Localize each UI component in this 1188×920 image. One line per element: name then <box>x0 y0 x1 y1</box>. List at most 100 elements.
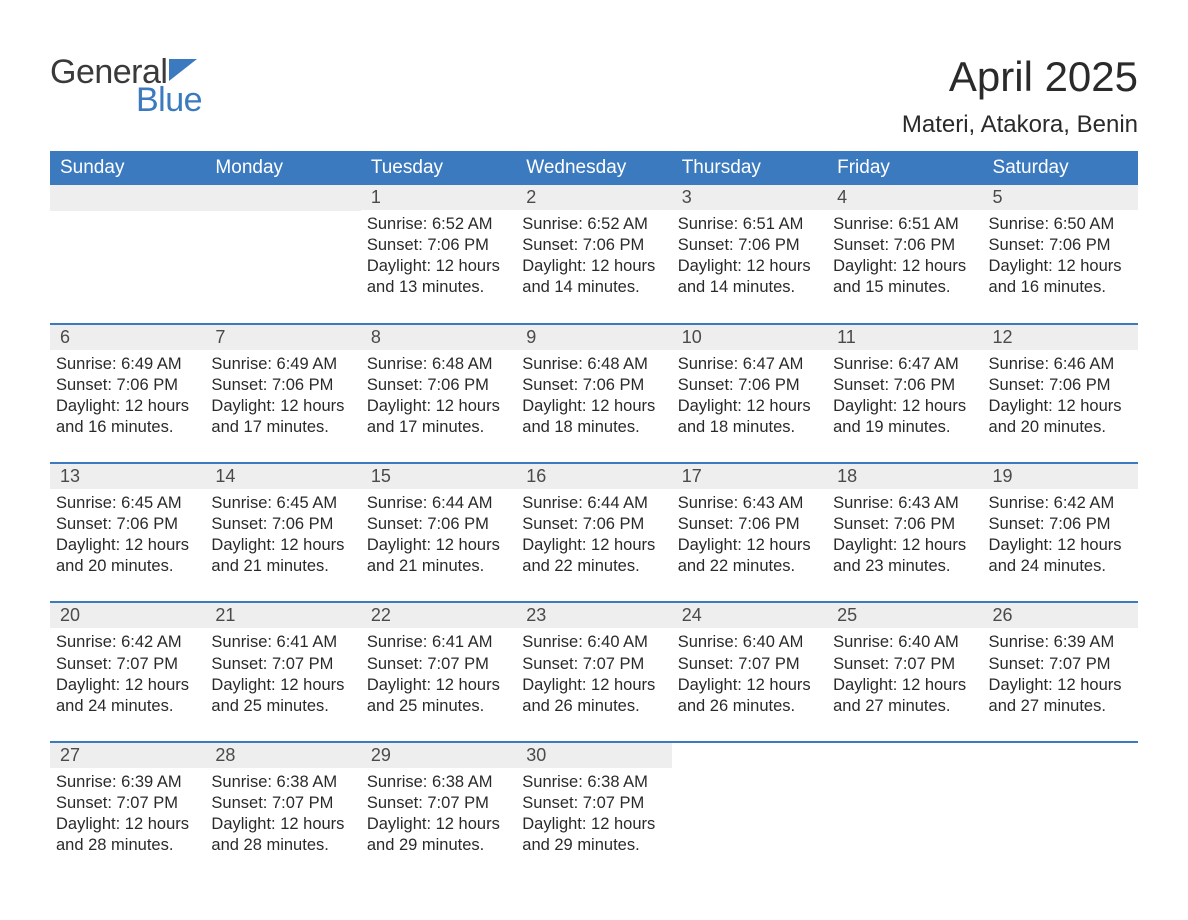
sunset-line: Sunset: 7:07 PM <box>211 654 354 675</box>
day-cell: 1Sunrise: 6:52 AMSunset: 7:06 PMDaylight… <box>361 185 516 323</box>
daylight-line: Daylight: 12 hours and 26 minutes. <box>678 675 821 717</box>
day-details: Sunrise: 6:44 AMSunset: 7:06 PMDaylight:… <box>522 493 665 577</box>
week-row: 27Sunrise: 6:39 AMSunset: 7:07 PMDayligh… <box>50 742 1138 880</box>
day-number: 5 <box>983 185 1138 210</box>
daylight-line: Daylight: 12 hours and 16 minutes. <box>56 396 199 438</box>
day-cell: 30Sunrise: 6:38 AMSunset: 7:07 PMDayligh… <box>516 742 671 880</box>
day-number: 3 <box>672 185 827 210</box>
day-number: 9 <box>516 325 671 350</box>
calendar-table: SundayMondayTuesdayWednesdayThursdayFrid… <box>50 151 1138 880</box>
sunset-line: Sunset: 7:07 PM <box>522 654 665 675</box>
day-number: 8 <box>361 325 516 350</box>
day-details: Sunrise: 6:45 AMSunset: 7:06 PMDaylight:… <box>56 493 199 577</box>
sunrise-line: Sunrise: 6:45 AM <box>211 493 354 514</box>
sunrise-line: Sunrise: 6:43 AM <box>833 493 976 514</box>
daylight-line: Daylight: 12 hours and 16 minutes. <box>989 256 1132 298</box>
day-cell: 7Sunrise: 6:49 AMSunset: 7:06 PMDaylight… <box>205 324 360 463</box>
day-number: 21 <box>205 603 360 628</box>
day-number: 10 <box>672 325 827 350</box>
day-number: 19 <box>983 464 1138 489</box>
daylight-line: Daylight: 12 hours and 15 minutes. <box>833 256 976 298</box>
sunrise-line: Sunrise: 6:47 AM <box>678 354 821 375</box>
day-cell: 2Sunrise: 6:52 AMSunset: 7:06 PMDaylight… <box>516 185 671 323</box>
day-number: 1 <box>361 185 516 210</box>
daylight-line: Daylight: 12 hours and 25 minutes. <box>211 675 354 717</box>
sunset-line: Sunset: 7:06 PM <box>678 514 821 535</box>
title-block: April 2025 Materi, Atakora, Benin <box>902 55 1138 139</box>
day-cell: 28Sunrise: 6:38 AMSunset: 7:07 PMDayligh… <box>205 742 360 880</box>
day-details: Sunrise: 6:48 AMSunset: 7:06 PMDaylight:… <box>522 354 665 438</box>
day-cell: 23Sunrise: 6:40 AMSunset: 7:07 PMDayligh… <box>516 602 671 741</box>
day-details: Sunrise: 6:40 AMSunset: 7:07 PMDaylight:… <box>678 632 821 716</box>
sunset-line: Sunset: 7:06 PM <box>833 375 976 396</box>
day-details: Sunrise: 6:45 AMSunset: 7:06 PMDaylight:… <box>211 493 354 577</box>
sunset-line: Sunset: 7:06 PM <box>522 375 665 396</box>
daylight-line: Daylight: 12 hours and 24 minutes. <box>989 535 1132 577</box>
day-cell: 25Sunrise: 6:40 AMSunset: 7:07 PMDayligh… <box>827 602 982 741</box>
day-details: Sunrise: 6:39 AMSunset: 7:07 PMDaylight:… <box>989 632 1132 716</box>
sunrise-line: Sunrise: 6:48 AM <box>367 354 510 375</box>
day-details: Sunrise: 6:49 AMSunset: 7:06 PMDaylight:… <box>211 354 354 438</box>
day-cell: 17Sunrise: 6:43 AMSunset: 7:06 PMDayligh… <box>672 463 827 602</box>
day-cell: 24Sunrise: 6:40 AMSunset: 7:07 PMDayligh… <box>672 602 827 741</box>
sunrise-line: Sunrise: 6:43 AM <box>678 493 821 514</box>
day-details: Sunrise: 6:49 AMSunset: 7:06 PMDaylight:… <box>56 354 199 438</box>
day-cell: 26 Sunrise: 6:39 AMSunset: 7:07 PMDayligh… <box>983 602 1138 741</box>
daylight-line: Daylight: 12 hours and 18 minutes. <box>678 396 821 438</box>
sunset-line: Sunset: 7:06 PM <box>56 375 199 396</box>
day-cell: 9 Sunrise: 6:48 AMSunset: 7:06 PMDaylight… <box>516 324 671 463</box>
day-number: 22 <box>361 603 516 628</box>
sunrise-line: Sunrise: 6:44 AM <box>367 493 510 514</box>
day-details: Sunrise: 6:42 AMSunset: 7:07 PMDaylight:… <box>56 632 199 716</box>
sunset-line: Sunset: 7:06 PM <box>833 514 976 535</box>
sunset-line: Sunset: 7:06 PM <box>367 375 510 396</box>
sunset-line: Sunset: 7:07 PM <box>833 654 976 675</box>
calendar-body: 1Sunrise: 6:52 AMSunset: 7:06 PMDaylight… <box>50 185 1138 880</box>
page-header: General Blue April 2025 Materi, Atakora,… <box>50 55 1138 139</box>
day-details: Sunrise: 6:44 AMSunset: 7:06 PMDaylight:… <box>367 493 510 577</box>
sunrise-line: Sunrise: 6:38 AM <box>522 772 665 793</box>
day-number: 15 <box>361 464 516 489</box>
day-cell: 5Sunrise: 6:50 AMSunset: 7:06 PMDaylight… <box>983 185 1138 323</box>
day-cell: 29Sunrise: 6:38 AMSunset: 7:07 PMDayligh… <box>361 742 516 880</box>
sunrise-line: Sunrise: 6:39 AM <box>56 772 199 793</box>
day-details: Sunrise: 6:43 AMSunset: 7:06 PMDaylight:… <box>833 493 976 577</box>
sunset-line: Sunset: 7:06 PM <box>989 235 1132 256</box>
sunset-line: Sunset: 7:07 PM <box>678 654 821 675</box>
day-header: Wednesday <box>516 151 671 185</box>
day-header: Tuesday <box>361 151 516 185</box>
daylight-line: Daylight: 12 hours and 27 minutes. <box>989 675 1132 717</box>
daylight-line: Daylight: 12 hours and 28 minutes. <box>56 814 199 856</box>
day-cell: 12Sunrise: 6:46 AMSunset: 7:06 PMDayligh… <box>983 324 1138 463</box>
day-cell: 16Sunrise: 6:44 AMSunset: 7:06 PMDayligh… <box>516 463 671 602</box>
daylight-line: Daylight: 12 hours and 24 minutes. <box>56 675 199 717</box>
sunrise-line: Sunrise: 6:52 AM <box>367 214 510 235</box>
sunrise-line: Sunrise: 6:42 AM <box>56 632 199 653</box>
day-details: Sunrise: 6:42 AMSunset: 7:06 PMDaylight:… <box>989 493 1132 577</box>
day-number: 12 <box>983 325 1138 350</box>
logo-text-bottom: Blue <box>136 83 202 117</box>
day-number: 18 <box>827 464 982 489</box>
sunset-line: Sunset: 7:06 PM <box>833 235 976 256</box>
day-details: Sunrise: 6:38 AMSunset: 7:07 PMDaylight:… <box>211 772 354 856</box>
sunset-line: Sunset: 7:06 PM <box>211 375 354 396</box>
day-number: 26 <box>983 603 1138 628</box>
day-cell: 22Sunrise: 6:41 AMSunset: 7:07 PMDayligh… <box>361 602 516 741</box>
daylight-line: Daylight: 12 hours and 26 minutes. <box>522 675 665 717</box>
sunrise-line: Sunrise: 6:40 AM <box>522 632 665 653</box>
day-cell <box>827 742 982 880</box>
sunset-line: Sunset: 7:06 PM <box>989 375 1132 396</box>
day-details: Sunrise: 6:47 AMSunset: 7:06 PMDaylight:… <box>678 354 821 438</box>
sunrise-line: Sunrise: 6:39 AM <box>989 632 1132 653</box>
sunset-line: Sunset: 7:07 PM <box>367 654 510 675</box>
day-number: 11 <box>827 325 982 350</box>
day-cell: 19 Sunrise: 6:42 AMSunset: 7:06 PMDayligh… <box>983 463 1138 602</box>
day-cell: 10 Sunrise: 6:47 AMSunset: 7:06 PMDayligh… <box>672 324 827 463</box>
day-details: Sunrise: 6:38 AMSunset: 7:07 PMDaylight:… <box>367 772 510 856</box>
sunrise-line: Sunrise: 6:40 AM <box>678 632 821 653</box>
day-details: Sunrise: 6:40 AMSunset: 7:07 PMDaylight:… <box>833 632 976 716</box>
daylight-line: Daylight: 12 hours and 13 minutes. <box>367 256 510 298</box>
day-details: Sunrise: 6:47 AMSunset: 7:06 PMDaylight:… <box>833 354 976 438</box>
sunrise-line: Sunrise: 6:49 AM <box>56 354 199 375</box>
sunset-line: Sunset: 7:07 PM <box>211 793 354 814</box>
